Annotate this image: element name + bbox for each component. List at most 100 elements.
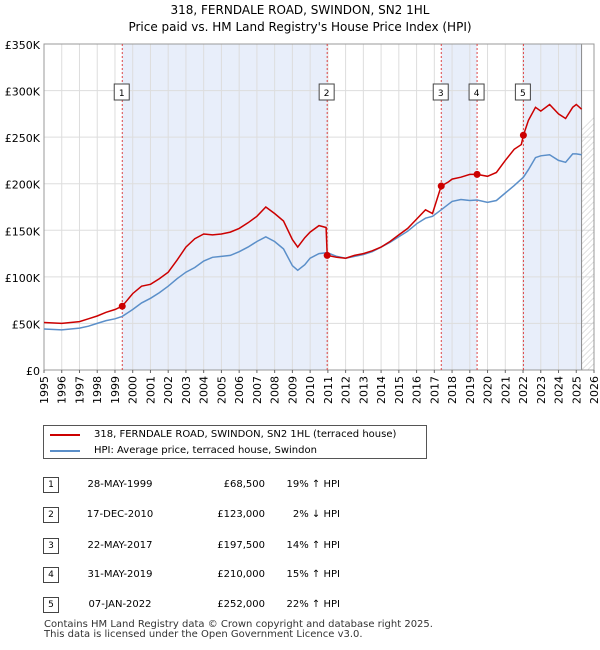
x-tick-label: 2001 — [144, 376, 157, 404]
ownership-shade — [122, 44, 328, 370]
x-tick-label: 1995 — [38, 376, 51, 404]
sale-number-badge: 5 — [43, 597, 59, 613]
x-tick-label: 1998 — [91, 376, 104, 404]
sale-hpi-diff: 2% ↓ HPI — [292, 509, 340, 520]
sale-hpi-diff: 22% ↑ HPI — [286, 599, 340, 610]
sale-number-badge: 1 — [43, 477, 59, 493]
sale-number-badge: 3 — [43, 538, 59, 554]
x-tick-label: 2010 — [304, 376, 317, 404]
chart-title-block: 318, FERNDALE ROAD, SWINDON, SN2 1HL Pri… — [0, 2, 600, 36]
sale-date: 07-JAN-2022 — [88, 599, 152, 610]
y-tick-label: £0 — [26, 365, 40, 378]
sale-marker-label: 1 — [119, 89, 125, 99]
property-price-line — [43, 103, 583, 325]
sale-row: 1 28-MAY-1999 £68,500 19% ↑ HPI — [0, 476, 600, 496]
x-tick-label: 2007 — [251, 376, 264, 404]
x-tick-label: 2002 — [162, 376, 175, 404]
price-chart: 1 2 3 4 5 £0 £50K £100K £150K £200K £250K £300K £350… — [5, 39, 600, 404]
sale-marker-label: 4 — [474, 89, 480, 99]
plot-frame — [43, 43, 595, 371]
x-tick-label: 2003 — [180, 376, 193, 404]
chart-subtitle: Price paid vs. HM Land Registry's House … — [128, 20, 472, 34]
x-tick-label: 2022 — [517, 376, 530, 404]
y-tick-label: £350K — [5, 39, 41, 52]
x-tick-label: 2013 — [357, 376, 370, 404]
x-tick-label: 1997 — [73, 376, 86, 404]
x-tick-label: 2009 — [286, 376, 299, 404]
sale-date: 31-MAY-2019 — [87, 569, 153, 580]
x-tick-label: 2008 — [269, 376, 282, 404]
sale-price: £252,000 — [217, 599, 265, 610]
y-tick-label: £200K — [5, 179, 41, 192]
legend-swatch-property — [50, 434, 80, 436]
x-tick-label: 2025 — [570, 376, 583, 404]
sale-marker-box — [318, 83, 335, 101]
sale-date: 22-MAY-2017 — [87, 540, 153, 551]
x-tick-label: 2011 — [322, 376, 335, 404]
x-tick-label: 2024 — [553, 376, 566, 404]
x-tick-label: 1999 — [109, 376, 122, 404]
y-tick-label: £300K — [5, 86, 41, 99]
x-tick-label: 2016 — [411, 376, 424, 404]
sale-price: £68,500 — [223, 479, 265, 490]
x-tick-label: 2012 — [340, 376, 353, 404]
sale-hpi-diff: 19% ↑ HPI — [286, 479, 340, 490]
sale-price: £210,000 — [217, 569, 265, 580]
forecast-hatch-line — [581, 201, 594, 215]
footer-line-2: This data is licensed under the Open Gov… — [44, 629, 363, 640]
forecast-hatch-line — [581, 357, 594, 370]
x-tick-label: 2019 — [464, 376, 477, 404]
legend-label-property: 318, FERNDALE ROAD, SWINDON, SN2 1HL (te… — [94, 429, 397, 440]
chart-title: 318, FERNDALE ROAD, SWINDON, SN2 1HL — [170, 3, 430, 17]
x-tick-label: 2006 — [233, 376, 246, 404]
sale-price: £123,000 — [217, 509, 265, 520]
sale-number-badge: 4 — [43, 567, 59, 583]
sale-point — [118, 302, 126, 310]
sale-hpi-diff: 14% ↑ HPI — [286, 540, 340, 551]
legend-swatch-hpi — [50, 450, 80, 452]
sale-point — [437, 182, 445, 190]
x-tick-label: 1996 — [56, 376, 69, 404]
x-tick-label: 2026 — [588, 376, 600, 404]
sale-point — [473, 170, 481, 178]
copyright-footer: Contains HM Land Registry data © Crown c… — [44, 620, 433, 640]
sale-row: 2 17-DEC-2010 £123,000 2% ↓ HPI — [0, 506, 600, 526]
sale-row: 3 22-MAY-2017 £197,500 14% ↑ HPI — [0, 537, 600, 557]
sale-number-badge: 2 — [43, 507, 59, 523]
y-tick-label: £50K — [12, 318, 41, 331]
x-tick-label: 2020 — [482, 376, 495, 404]
legend-label-hpi: HPI: Average price, terraced house, Swin… — [94, 445, 317, 456]
sale-row: 4 31-MAY-2019 £210,000 15% ↑ HPI — [0, 566, 600, 586]
x-tick-label: 2005 — [215, 376, 228, 404]
sale-marker-label: 2 — [324, 89, 330, 99]
sale-price: £197,500 — [217, 540, 265, 551]
sale-row: 5 07-JAN-2022 £252,000 22% ↑ HPI — [0, 596, 600, 616]
sale-date: 17-DEC-2010 — [86, 509, 154, 520]
x-tick-label: 2000 — [127, 376, 140, 404]
x-tick-label: 2014 — [375, 376, 388, 404]
forecast-hatch-line — [581, 309, 594, 323]
chart-legend: 318, FERNDALE ROAD, SWINDON, SN2 1HL (te… — [43, 425, 427, 459]
sale-point — [323, 251, 331, 259]
footer-line-1: Contains HM Land Registry data © Crown c… — [44, 619, 433, 630]
x-tick-label: 2017 — [428, 376, 441, 404]
sale-marker-box — [468, 83, 485, 101]
x-tick-label: 2023 — [535, 376, 548, 404]
hpi-line — [43, 153, 582, 331]
x-tick-label: 2004 — [198, 376, 211, 404]
x-tick-label: 2015 — [393, 376, 406, 404]
sale-marker-box — [432, 83, 449, 101]
forecast-hatch-line — [593, 369, 594, 370]
sale-marker-box — [113, 83, 130, 101]
x-tick-label: 2021 — [499, 376, 512, 404]
x-tick-label: 2018 — [446, 376, 459, 404]
y-tick-label: £150K — [5, 225, 41, 238]
forecast-hatch-line — [581, 195, 594, 209]
sale-marker-label: 5 — [520, 89, 526, 99]
sale-hpi-diff: 15% ↑ HPI — [286, 569, 340, 580]
y-tick-label: £250K — [5, 132, 41, 145]
sale-marker-box — [514, 83, 531, 101]
sale-marker-label: 3 — [438, 89, 444, 99]
sale-date: 28-MAY-1999 — [87, 479, 153, 490]
sale-point — [519, 131, 527, 139]
